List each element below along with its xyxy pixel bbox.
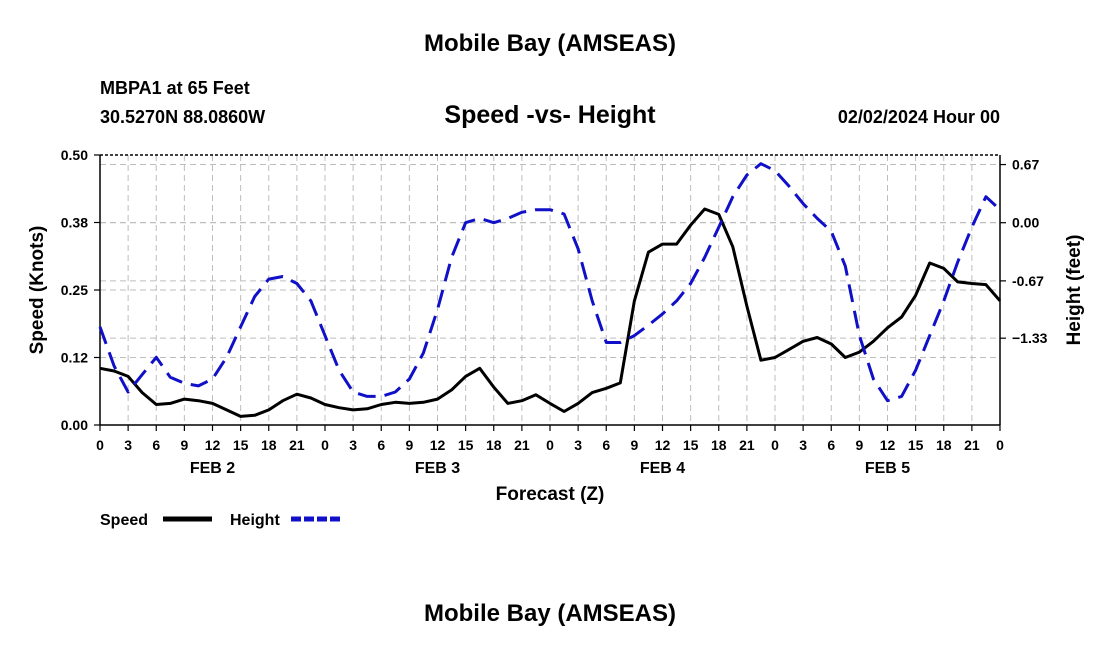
chart-subtitle: Speed -vs- Height [444, 101, 656, 129]
x-axis-title: Forecast (Z) [496, 484, 605, 505]
series-line-speed [99, 207, 1002, 418]
x-tick-label: 6 [377, 437, 385, 453]
x-tick-label: 3 [799, 437, 807, 453]
y-left-tick-label: 0.25 [61, 282, 88, 298]
x-tick-label: 18 [936, 437, 952, 453]
y-left-tick-label: 0.38 [61, 215, 88, 231]
station-label: MBPA1 at 65 Feet [100, 78, 250, 98]
x-tick-label: 18 [261, 437, 277, 453]
y-left-tick-label: 0.50 [61, 147, 88, 163]
page-title-repeat: Mobile Bay (AMSEAS) [423, 600, 677, 627]
x-tick-label: 3 [124, 437, 132, 453]
series-layer [98, 162, 1002, 418]
x-tick-label: 0 [321, 437, 329, 453]
series-line-height [98, 162, 1002, 403]
x-tick-label: 9 [180, 437, 188, 453]
x-tick-label: 21 [739, 437, 755, 453]
legend: Speed Height [100, 512, 342, 529]
day-label: FEB 3 [415, 460, 460, 477]
grid-layer [100, 155, 1000, 425]
x-tick-label: 6 [602, 437, 610, 453]
x-tick-label: 21 [514, 437, 530, 453]
x-tick-label: 0 [546, 437, 554, 453]
x-tick-label: 3 [349, 437, 357, 453]
axis-layer: 0 3 6 9 12 15 18 21 0 3 6 9 12 15 18 21 0 3 6 9 12 15 18 21 0 3 6 9… [27, 147, 1085, 505]
x-tick-label: 21 [289, 437, 305, 453]
x-tick-label: 18 [711, 437, 727, 453]
legend-label-speed: Speed [100, 512, 148, 529]
station-coordinates: 30.5270N 88.0860W [100, 107, 266, 127]
y-right-tick-label: 0.00 [1012, 215, 1039, 231]
y-right-tick-label: 0.67 [1012, 157, 1039, 173]
y-right-tick-label: -0.67 [1012, 273, 1044, 289]
page-title: Mobile Bay (AMSEAS) [423, 30, 677, 57]
x-tick-label: 15 [908, 437, 924, 453]
y-right-axis-title: Height (feet) [1064, 235, 1085, 346]
x-tick-label: 12 [655, 437, 671, 453]
x-tick-label: 12 [880, 437, 896, 453]
x-tick-label: 15 [458, 437, 474, 453]
y-right-tick-label: −1.33 [1012, 330, 1048, 346]
x-tick-label: 0 [996, 437, 1004, 453]
x-tick-label: 15 [233, 437, 249, 453]
x-tick-label: 18 [486, 437, 502, 453]
day-label: FEB 4 [640, 460, 685, 477]
legend-label-height: Height [230, 512, 280, 529]
x-tick-label: 0 [771, 437, 779, 453]
y-left-tick-label: 0.00 [61, 417, 88, 433]
x-tick-label: 6 [152, 437, 160, 453]
x-tick-label: 9 [405, 437, 413, 453]
forecast-datestamp: 02/02/2024 Hour 00 [837, 107, 1000, 127]
x-tick-label: 12 [205, 437, 221, 453]
x-tick-label: 6 [827, 437, 835, 453]
x-tick-label: 9 [630, 437, 638, 453]
x-tick-label: 21 [964, 437, 980, 453]
x-tick-label: 0 [96, 437, 104, 453]
y-left-tick-label: 0.12 [61, 350, 88, 366]
y-left-axis-title: Speed (Knots) [27, 226, 48, 355]
x-tick-label: 9 [855, 437, 863, 453]
day-label: FEB 2 [190, 460, 235, 477]
x-tick-label: 15 [683, 437, 699, 453]
day-label: FEB 5 [865, 460, 910, 477]
x-tick-label: 3 [574, 437, 582, 453]
x-tick-label: 12 [430, 437, 446, 453]
